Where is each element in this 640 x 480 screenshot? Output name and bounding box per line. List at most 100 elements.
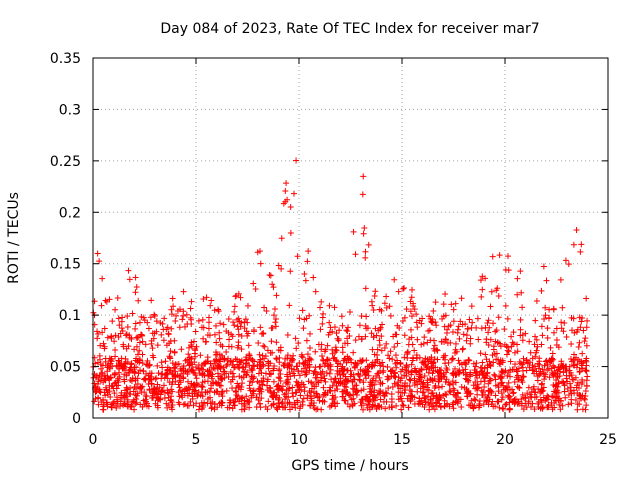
data-point [113,402,120,409]
data-point [432,319,439,326]
data-point [517,316,524,323]
data-point [517,332,524,339]
data-point [171,348,178,355]
data-point [379,321,386,328]
data-point [143,370,150,377]
data-point [239,394,246,401]
data-point [352,251,359,258]
data-point [474,315,481,322]
data-point [248,394,255,401]
data-point [387,312,394,319]
data-point [389,356,396,363]
data-point [417,371,424,378]
data-point [503,401,510,408]
data-point [286,385,293,392]
data-point [369,346,376,353]
data-point [540,404,547,411]
data-point [441,397,448,404]
data-point [477,378,484,385]
data-point [273,339,280,346]
data-point [523,357,530,364]
data-point [397,377,404,384]
data-point [120,343,127,350]
data-point [238,346,245,353]
data-point [429,370,436,377]
data-point [124,313,131,320]
data-point [367,391,374,398]
data-point [108,333,115,340]
data-point [394,340,401,347]
data-point [496,252,503,259]
data-point [348,359,355,366]
data-point [362,333,369,340]
data-point [255,370,262,377]
data-point [149,345,156,352]
data-point [414,336,421,343]
data-point [115,334,122,341]
data-point [119,327,126,334]
data-point [231,373,238,380]
data-point [467,340,474,347]
data-point [234,395,241,402]
data-point [459,345,466,352]
data-point [457,396,464,403]
data-point [122,358,129,365]
data-point [304,357,311,364]
data-point [314,371,321,378]
data-point [429,360,436,367]
data-point [514,275,521,282]
data-point [464,325,471,332]
data-point [154,391,161,398]
data-point [326,302,333,309]
data-point [136,357,143,364]
data-point [430,308,437,315]
data-point [342,355,349,362]
data-point [488,401,495,408]
data-point [341,387,348,394]
data-point [541,316,548,323]
data-point [340,371,347,378]
data-point [481,383,488,390]
data-point [273,355,280,362]
data-point [399,398,406,405]
data-point [424,377,431,384]
data-point [539,332,546,339]
data-point [488,288,495,295]
data-point [414,324,421,331]
data-point [255,340,262,347]
data-point [368,330,375,337]
data-point [108,355,115,362]
data-point [510,340,517,347]
data-point [425,359,432,366]
data-point [159,364,166,371]
data-point [553,342,560,349]
data-point [289,390,296,397]
data-point [570,241,577,248]
data-point [367,379,374,386]
data-point [357,366,364,373]
y-tick-label: 0.1 [59,308,81,324]
data-point [306,345,313,352]
data-point [408,369,415,376]
data-point [474,375,481,382]
data-point [298,353,305,360]
data-point [200,335,207,342]
data-point [409,313,416,320]
data-point [389,383,396,390]
data-point [365,372,372,379]
data-point [127,391,134,398]
data-point [452,300,459,307]
data-point [411,375,418,382]
data-point [291,190,298,197]
data-point [123,332,130,339]
data-point [331,400,338,407]
y-tick-label: 0.15 [50,257,81,273]
data-point [225,329,232,336]
data-point [167,355,174,362]
data-point [213,388,220,395]
data-point [116,322,123,329]
data-point [487,363,494,370]
data-point [406,336,413,343]
data-point [313,390,320,397]
data-point [136,347,143,354]
